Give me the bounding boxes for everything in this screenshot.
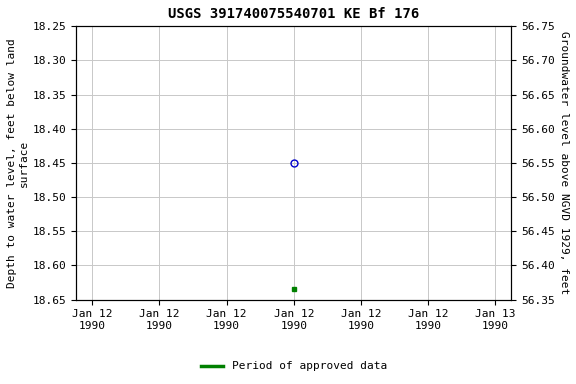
Legend: Period of approved data: Period of approved data xyxy=(196,357,392,376)
Y-axis label: Depth to water level, feet below land
surface: Depth to water level, feet below land su… xyxy=(7,38,29,288)
Title: USGS 391740075540701 KE Bf 176: USGS 391740075540701 KE Bf 176 xyxy=(168,7,419,21)
Y-axis label: Groundwater level above NGVD 1929, feet: Groundwater level above NGVD 1929, feet xyxy=(559,31,569,295)
